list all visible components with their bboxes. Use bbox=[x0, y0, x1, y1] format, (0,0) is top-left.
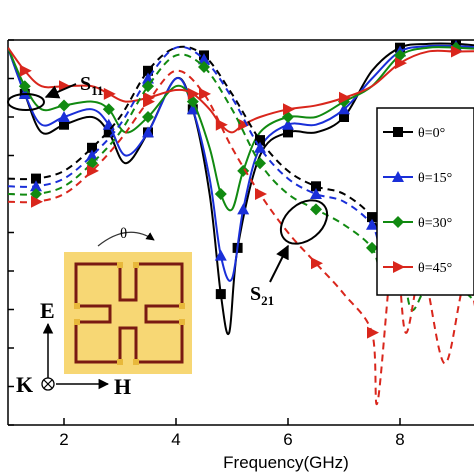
legend-marker-2 bbox=[392, 216, 404, 228]
series-1-point-7 bbox=[142, 126, 154, 138]
series-4-point-11 bbox=[311, 181, 321, 192]
series-3-point-5 bbox=[103, 87, 116, 100]
gap-right bbox=[179, 303, 185, 309]
series-line-7 bbox=[8, 69, 474, 406]
series-5-point-7 bbox=[198, 53, 210, 65]
k-label: K bbox=[16, 372, 33, 397]
gap-top bbox=[117, 262, 123, 268]
series-3-point-21 bbox=[451, 45, 463, 58]
series-4-point-3 bbox=[87, 142, 97, 153]
legend-label-0: θ=0° bbox=[418, 126, 445, 141]
series-2-point-5 bbox=[102, 103, 115, 116]
s11-arrow bbox=[44, 83, 77, 99]
x-axis-title: Frequency(GHz) bbox=[223, 453, 349, 472]
legend-marker-0 bbox=[393, 127, 403, 137]
series-7-point-3 bbox=[87, 164, 99, 177]
series-0-point-11 bbox=[215, 289, 226, 300]
series-5-point-13 bbox=[366, 218, 378, 230]
series-line-5 bbox=[8, 45, 474, 296]
e-label: E bbox=[40, 298, 55, 323]
unit-cell-inset: θ E K H bbox=[16, 226, 192, 399]
series-7-point-9 bbox=[255, 188, 267, 200]
series-5-point-1 bbox=[30, 180, 42, 192]
rotation-symbol: θ bbox=[120, 226, 127, 242]
x-tick-label-3: 8 bbox=[395, 430, 404, 449]
series-5-point-11 bbox=[310, 188, 322, 199]
series-4-point-5 bbox=[143, 65, 153, 76]
series-7-point-7 bbox=[199, 87, 211, 100]
series-6-point-5 bbox=[142, 80, 154, 93]
series-2-point-7 bbox=[142, 111, 154, 123]
y-ticks bbox=[8, 39, 14, 426]
series-1-point-9 bbox=[186, 103, 199, 115]
gap-bottom bbox=[117, 359, 123, 365]
series-4-point-1 bbox=[31, 173, 41, 184]
x-tick-label-1: 4 bbox=[171, 430, 180, 449]
series-3-point-9 bbox=[187, 87, 200, 100]
series-1-point-11 bbox=[214, 249, 227, 261]
h-label: H bbox=[114, 374, 131, 399]
gap-left bbox=[74, 303, 80, 309]
gap-left-2 bbox=[74, 319, 80, 325]
series-4-point-13 bbox=[367, 212, 377, 223]
series-2-point-1 bbox=[18, 80, 31, 93]
series-6-point-13 bbox=[366, 241, 378, 254]
series-7-point-1 bbox=[31, 195, 43, 208]
x-tick-label-2: 6 bbox=[283, 430, 292, 449]
series-0-point-17 bbox=[339, 112, 349, 122]
legend-marker-3 bbox=[393, 261, 405, 273]
x-tick-label-0: 2 bbox=[59, 430, 68, 449]
legend-label-1: θ=15° bbox=[418, 171, 452, 186]
series-4-point-9 bbox=[255, 135, 265, 146]
s21-arrow bbox=[269, 244, 289, 283]
gap-top-2 bbox=[133, 262, 139, 268]
series-3-point-1 bbox=[19, 64, 32, 77]
s11-label: S11 bbox=[80, 73, 103, 98]
series-3-point-15 bbox=[283, 103, 295, 116]
series-6-point-11 bbox=[310, 203, 322, 216]
series-7-point-5 bbox=[143, 95, 155, 108]
unit-cell-substrate bbox=[64, 252, 192, 374]
series-3-point-19 bbox=[395, 57, 407, 70]
series-5-point-3 bbox=[86, 149, 98, 161]
series-2-point-11 bbox=[214, 188, 227, 200]
series-0-point-5 bbox=[103, 127, 114, 138]
series-6-point-9 bbox=[254, 157, 266, 170]
series-1-point-15 bbox=[282, 118, 294, 130]
series-2-point-3 bbox=[58, 99, 70, 112]
series-0-point-15 bbox=[283, 127, 293, 138]
legend-label-2: θ=30° bbox=[418, 216, 452, 231]
series-3-point-17 bbox=[339, 91, 351, 104]
series-3-point-13 bbox=[238, 118, 251, 131]
legend-label-3: θ=45° bbox=[418, 261, 452, 276]
series-6-point-7 bbox=[198, 60, 210, 73]
series-1-point-17 bbox=[338, 103, 350, 115]
series-7-point-13 bbox=[367, 326, 379, 339]
s21-ellipse bbox=[279, 199, 329, 245]
x-ticks: 2 4 6 8 bbox=[59, 418, 405, 449]
gap-right-2 bbox=[179, 319, 185, 325]
series-7-point-11 bbox=[311, 257, 323, 270]
series-1-point-13 bbox=[237, 203, 250, 215]
s21-label: S21 bbox=[250, 283, 274, 308]
unit-cell-resonator bbox=[74, 262, 184, 364]
legend-marker-1 bbox=[392, 171, 404, 182]
rotation-arrow-icon bbox=[97, 231, 155, 247]
k-vector-x2 bbox=[43, 379, 53, 389]
series-1-point-3 bbox=[58, 111, 70, 122]
series-5-point-9 bbox=[254, 141, 266, 153]
s11-ellipse bbox=[7, 93, 45, 111]
series-0-point-3 bbox=[59, 119, 69, 130]
legend: θ=0° θ=15° θ=30° θ=45° bbox=[376, 107, 474, 296]
gap-bottom-2 bbox=[133, 359, 139, 365]
